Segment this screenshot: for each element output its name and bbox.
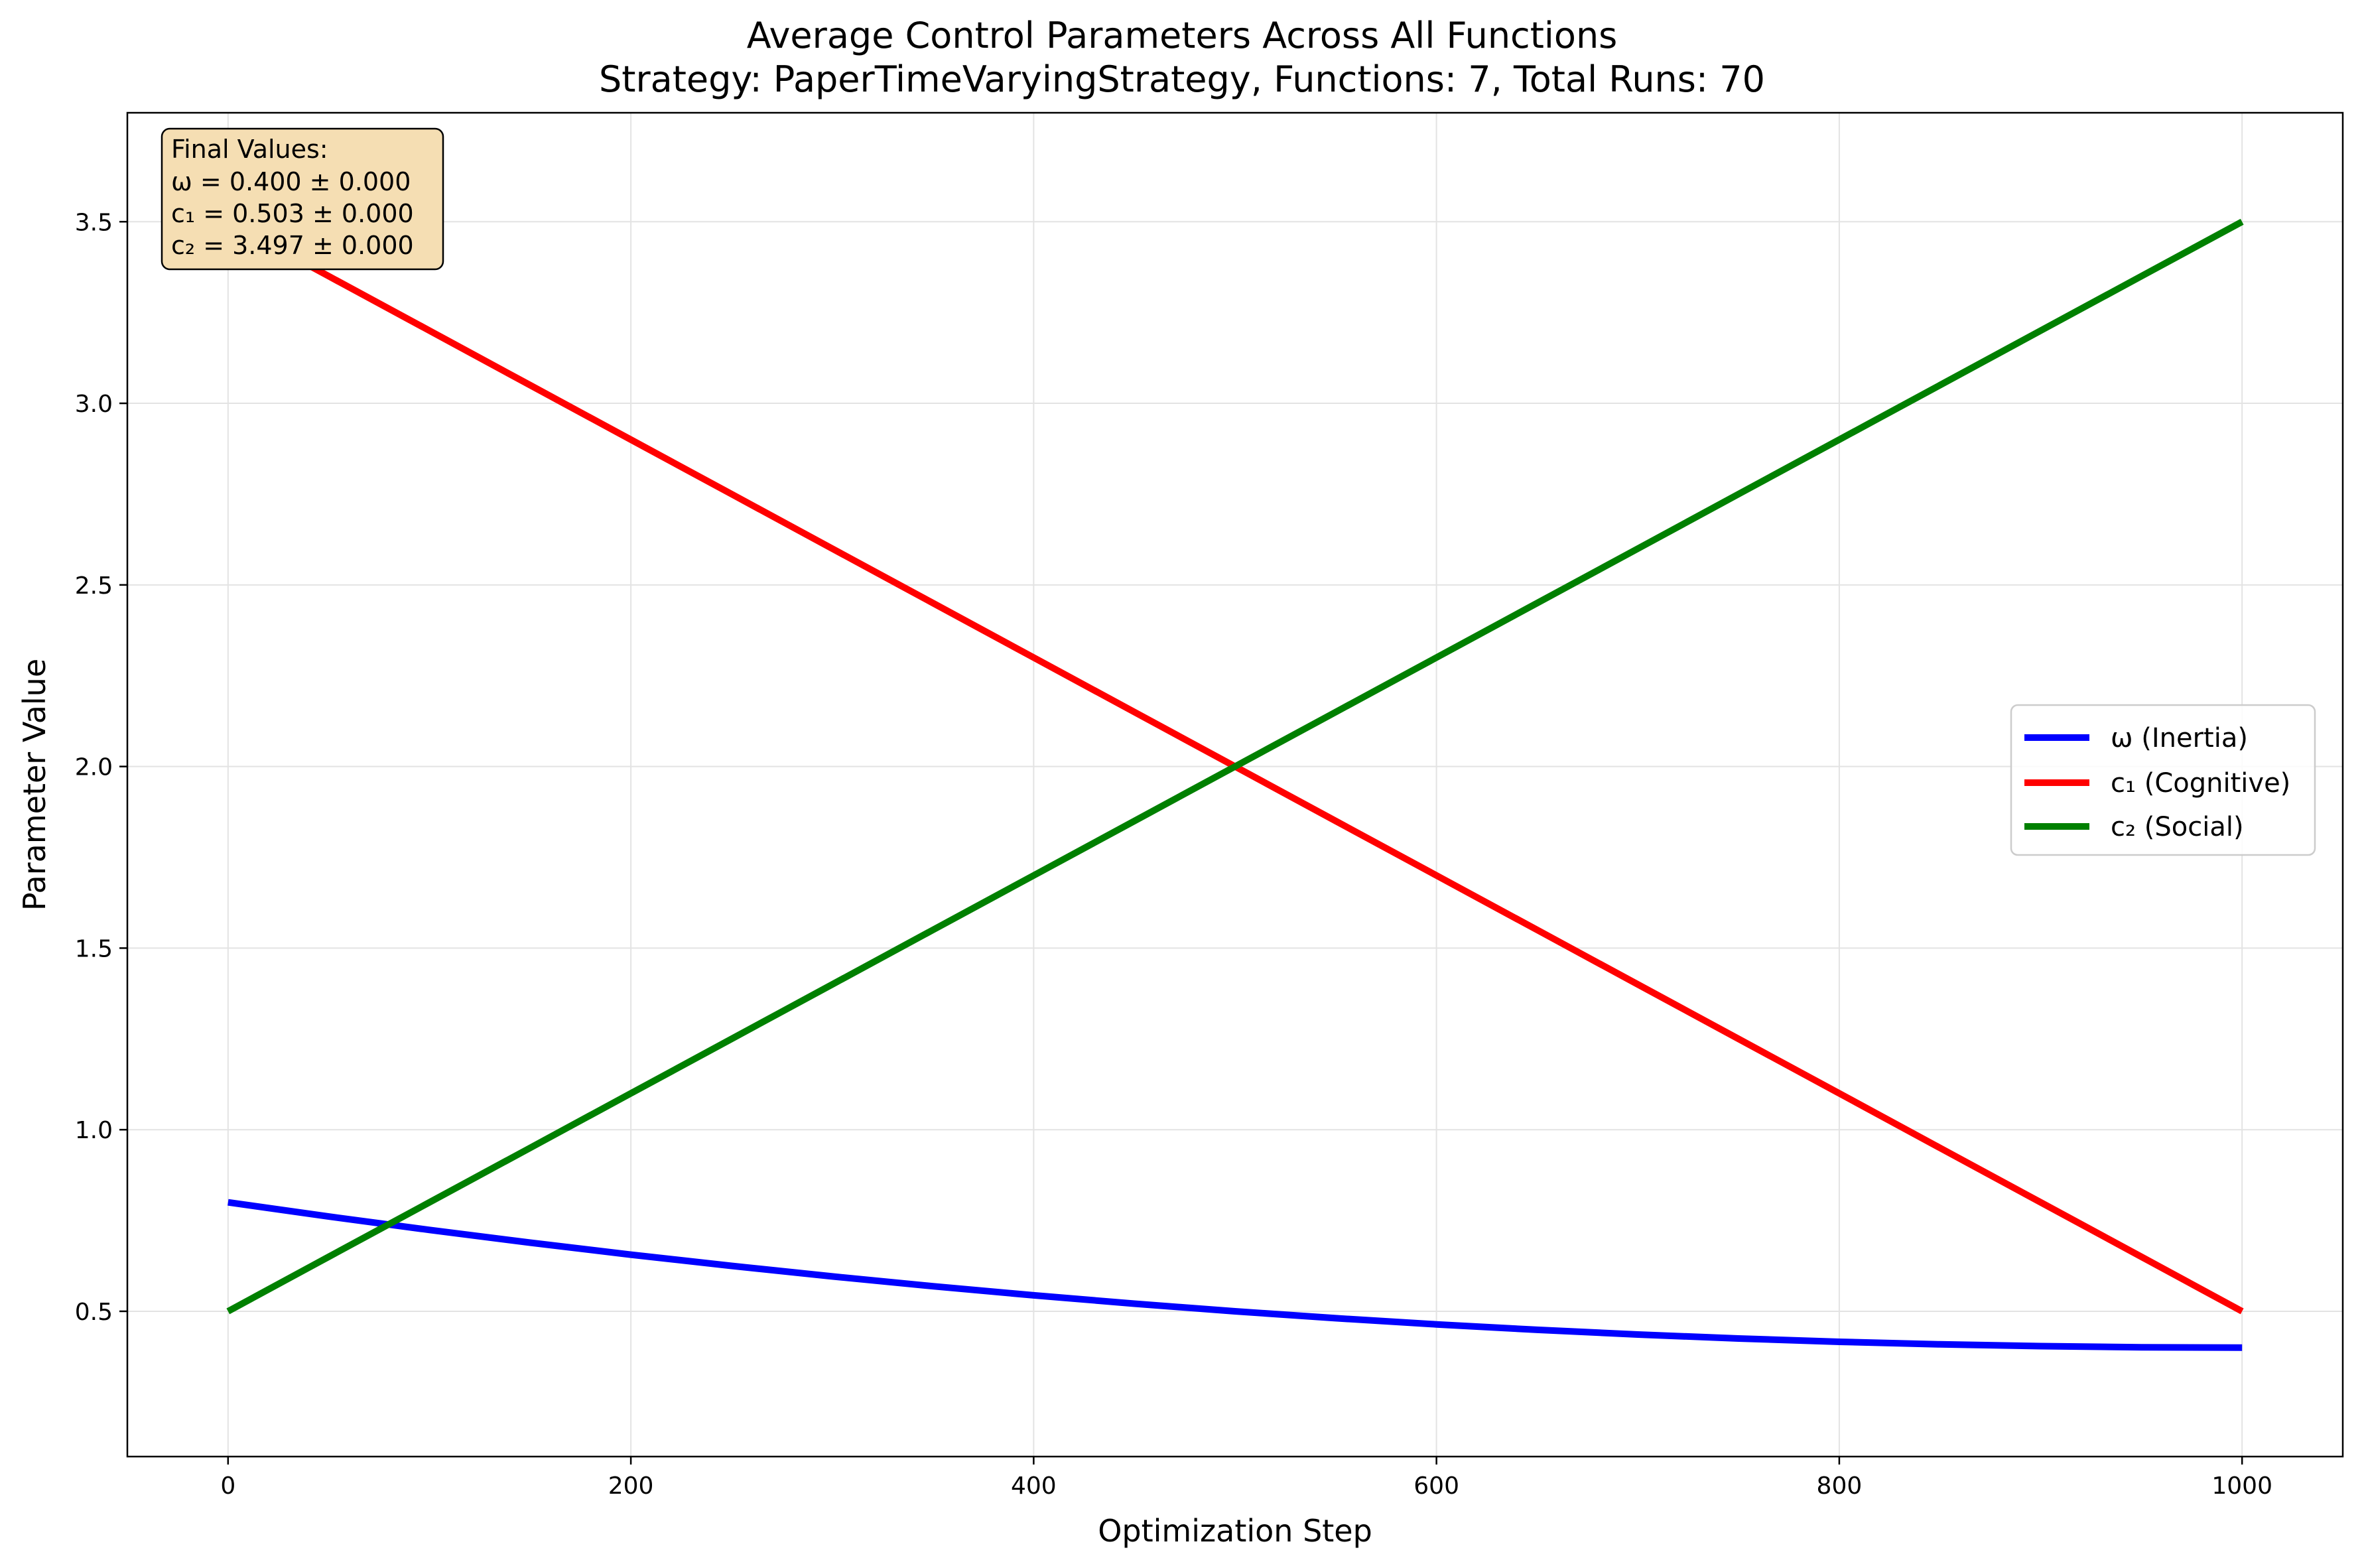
- series-line-omega: [228, 1199, 2243, 1351]
- x-axis-title: Optimization Step: [1098, 1513, 1372, 1549]
- x-tick-label: 200: [608, 1472, 654, 1500]
- plot-area: [127, 113, 2343, 1457]
- y-tick-label: 0.5: [75, 1299, 113, 1326]
- x-tick-label: 400: [1011, 1472, 1057, 1500]
- legend-label-c2: c₂ (Social): [2111, 812, 2244, 842]
- y-tick-label: 3.5: [75, 209, 113, 236]
- ticks: 0 200 400 600 800 1000 0.5 1.0 1.5 2.0 2.5 3.0 3.5: [75, 209, 2272, 1500]
- y-axis-title: Parameter Value: [17, 659, 52, 911]
- axes-frame: [126, 111, 2344, 1458]
- chart-title: Average Control Parameters Across All Fu…: [747, 15, 1618, 56]
- annotation-line-heading: Final Values:: [171, 135, 328, 164]
- chart-subtitle: Strategy: PaperTimeVaryingStrategy, Func…: [599, 58, 1765, 100]
- x-tick-label: 0: [220, 1472, 235, 1500]
- legend-label-c1: c₁ (Cognitive): [2111, 768, 2290, 799]
- y-tick-label: 2.5: [75, 572, 113, 600]
- final-values-annotation: Final Values: ω = 0.400 ± 0.000 c₁ = 0.5…: [161, 127, 444, 271]
- y-tick-label: 1.0: [75, 1117, 113, 1144]
- legend: ω (Inertia) c₁ (Cognitive) c₂ (Social): [2010, 704, 2316, 856]
- annotation-line-c1: c₁ = 0.503 ± 0.000: [171, 199, 414, 228]
- legend-label-omega: ω (Inertia): [2111, 723, 2248, 753]
- x-tick-label: 600: [1413, 1472, 1459, 1500]
- annotation-line-c2: c₂ = 3.497 ± 0.000: [171, 231, 414, 260]
- legend-box: [2010, 704, 2316, 856]
- series-lines: [226, 218, 2244, 1351]
- y-tick-label: 3.0: [75, 391, 113, 418]
- annotation-line-omega: ω = 0.400 ± 0.000: [171, 167, 411, 196]
- series-line-c2: [226, 218, 2244, 1315]
- x-tick-label: 800: [1817, 1472, 1863, 1500]
- x-tick-label: 1000: [2211, 1472, 2272, 1500]
- y-tick-label: 2.0: [75, 754, 113, 781]
- y-tick-label: 1.5: [75, 935, 113, 962]
- annotation-box: [161, 127, 444, 271]
